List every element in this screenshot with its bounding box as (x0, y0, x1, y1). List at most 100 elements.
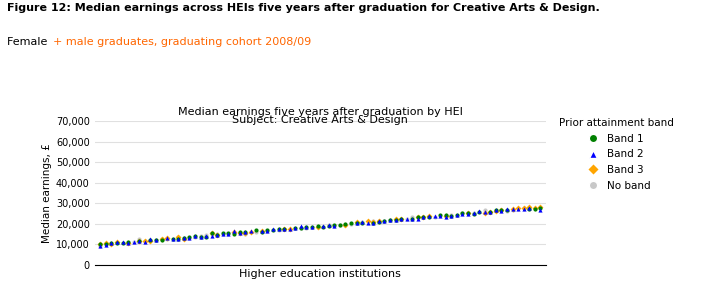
Point (273, 227, 285, 231)
Point (513, 206, 524, 211)
Point (473, 210, 485, 214)
Point (323, 223, 334, 227)
Point (462, 211, 474, 216)
Point (139, 239, 151, 243)
Point (501, 209, 513, 213)
Point (523, 206, 535, 211)
Point (240, 230, 251, 235)
Text: + male graduates, graduating cohort 2008/09: + male graduates, graduating cohort 2008… (53, 37, 312, 48)
Point (200, 233, 212, 238)
Point (178, 236, 189, 240)
Point (345, 221, 357, 225)
Point (351, 220, 363, 225)
Point (256, 229, 268, 234)
Point (323, 223, 334, 227)
Text: Median earnings five years after graduation by HEI: Median earnings five years after graduat… (178, 107, 463, 117)
Point (384, 217, 396, 222)
Point (111, 241, 123, 245)
Point (379, 219, 390, 224)
Point (379, 219, 390, 223)
Point (162, 236, 173, 240)
Point (328, 223, 340, 228)
Point (228, 230, 240, 234)
Point (173, 237, 184, 241)
Point (167, 237, 178, 242)
Point (418, 215, 430, 219)
Point (189, 234, 201, 238)
Point (116, 241, 128, 245)
Point (440, 213, 451, 217)
Point (412, 216, 424, 221)
Point (256, 229, 268, 234)
Point (401, 217, 413, 221)
Point (145, 239, 157, 243)
Point (395, 217, 407, 221)
Point (261, 229, 273, 234)
Point (440, 214, 451, 218)
Point (178, 236, 189, 241)
Y-axis label: Median earnings, £: Median earnings, £ (41, 143, 52, 243)
Point (206, 231, 218, 236)
Point (133, 237, 145, 241)
Point (389, 217, 401, 222)
Point (467, 211, 479, 215)
Point (278, 227, 290, 232)
Point (384, 218, 396, 223)
Point (162, 236, 173, 241)
Point (323, 224, 334, 229)
Point (451, 212, 463, 217)
Point (529, 206, 541, 211)
Point (334, 223, 346, 227)
Point (412, 214, 424, 219)
Point (379, 219, 390, 223)
Point (406, 216, 418, 221)
Point (507, 207, 518, 211)
Point (267, 228, 279, 232)
Point (496, 208, 507, 213)
Point (312, 224, 323, 229)
Point (150, 238, 162, 242)
Point (301, 226, 312, 230)
Point (339, 223, 351, 228)
Point (435, 214, 446, 218)
Point (267, 227, 279, 232)
Point (211, 232, 223, 237)
Point (534, 206, 546, 210)
Text: Subject: Creative Arts & Design: Subject: Creative Arts & Design (232, 115, 408, 125)
Point (261, 228, 273, 232)
Point (234, 230, 245, 234)
Point (234, 230, 245, 235)
Point (484, 209, 496, 214)
Point (501, 207, 513, 212)
Text: Figure 12: Median earnings across HEIs five years after graduation for Creative : Figure 12: Median earnings across HEIs f… (7, 3, 600, 13)
Point (223, 232, 234, 236)
Point (133, 239, 145, 243)
Point (95, 243, 106, 248)
Point (290, 226, 301, 230)
Point (484, 209, 496, 214)
Point (429, 215, 440, 219)
Point (423, 214, 435, 218)
Point (412, 215, 424, 220)
Point (156, 237, 167, 242)
Point (446, 213, 457, 217)
Point (178, 235, 189, 240)
Point (189, 235, 201, 239)
Point (223, 232, 234, 236)
Point (473, 209, 485, 213)
Point (523, 207, 535, 212)
Point (518, 207, 529, 211)
Point (95, 242, 106, 247)
Point (368, 221, 379, 226)
Point (423, 214, 435, 219)
Point (479, 208, 491, 213)
Point (440, 214, 451, 218)
Point (217, 232, 229, 236)
Point (100, 242, 111, 247)
Point (95, 244, 106, 248)
Point (490, 207, 502, 212)
Point (462, 211, 474, 216)
Point (234, 230, 245, 235)
Point (250, 230, 262, 234)
Point (356, 220, 368, 224)
